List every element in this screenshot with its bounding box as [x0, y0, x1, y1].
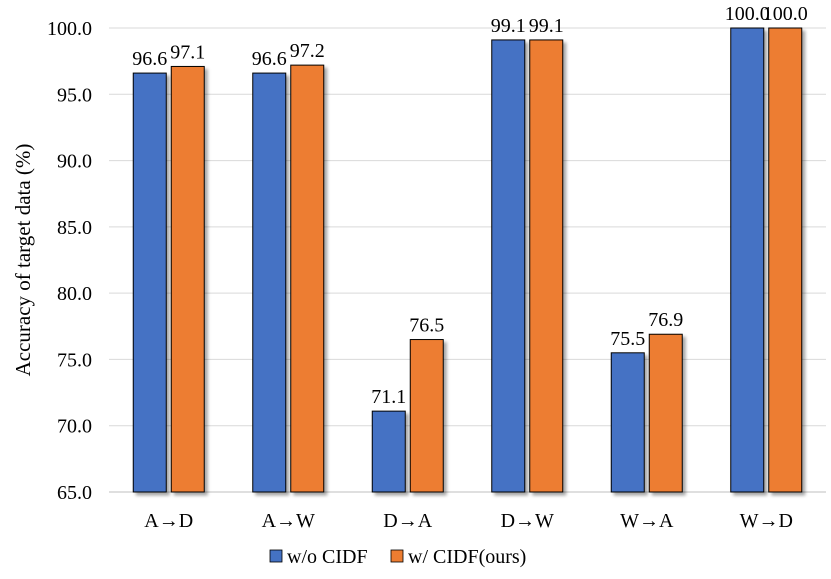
y-axis-ticks: 65.0 70.0 75.0 80.0 85.0 90.0 95.0 100.0: [47, 18, 92, 504]
y-tick-label: 65.0: [57, 482, 92, 504]
bar-w-cidf: [648, 333, 683, 493]
x-category-label: W→A: [620, 510, 674, 532]
y-axis-title: Accuracy of target data (%): [11, 144, 35, 377]
bar-w-cidf: [768, 27, 803, 493]
data-label: 71.1: [371, 386, 406, 408]
gridlines: [109, 27, 826, 493]
y-tick-label: 90.0: [57, 151, 92, 173]
data-label: 76.9: [648, 309, 683, 331]
y-tick-label: 80.0: [57, 283, 92, 305]
bar-wo-cidf: [132, 72, 167, 493]
data-label: 97.2: [290, 40, 325, 62]
x-axis-categories: A→D A→W D→A D→W W→A W→D: [144, 510, 793, 532]
legend-swatch: [390, 549, 404, 563]
legend-item-w-cidf: w/ CIDF(ours): [390, 546, 526, 568]
x-category-label: D→W: [501, 510, 554, 532]
y-tick-label: 100.0: [47, 18, 92, 40]
y-tick-label: 85.0: [57, 217, 92, 239]
x-category-label: W→D: [740, 510, 793, 532]
x-category-label: A→D: [144, 510, 193, 532]
y-tick-label: 70.0: [57, 416, 92, 438]
bars: [132, 27, 803, 493]
data-label: 100.0: [763, 3, 808, 25]
legend-swatch: [269, 549, 283, 563]
bar-w-cidf: [529, 39, 564, 493]
bar-w-cidf: [409, 339, 444, 493]
bar-wo-cidf: [371, 410, 406, 493]
data-label: 99.1: [491, 15, 526, 37]
y-tick-label: 75.0: [57, 349, 92, 371]
legend-item-wo-cidf: w/o CIDF: [269, 546, 368, 568]
legend: w/o CIDF w/ CIDF(ours): [269, 546, 526, 568]
bar-w-cidf: [170, 65, 205, 493]
x-category-label: A→W: [262, 510, 315, 532]
legend-label: w/o CIDF: [287, 546, 368, 568]
bar-wo-cidf: [610, 352, 645, 493]
bar-wo-cidf: [252, 72, 287, 493]
bar-wo-cidf: [730, 27, 765, 493]
data-label: 75.5: [610, 328, 645, 350]
y-tick-label: 95.0: [57, 84, 92, 106]
data-label: 76.5: [409, 315, 444, 337]
data-label: 97.1: [170, 41, 205, 63]
x-category-label: D→A: [383, 510, 432, 532]
legend-label: w/ CIDF(ours): [408, 546, 526, 568]
data-label: 96.6: [132, 48, 167, 70]
data-label: 96.6: [252, 48, 287, 70]
bar-wo-cidf: [491, 39, 526, 493]
bar-w-cidf: [290, 64, 325, 493]
data-label: 100.0: [725, 3, 770, 25]
data-labels: 96.6 97.1 96.6 97.271.176.599.1 99.175.576.9…: [132, 3, 808, 408]
data-label: 99.1: [529, 15, 564, 37]
